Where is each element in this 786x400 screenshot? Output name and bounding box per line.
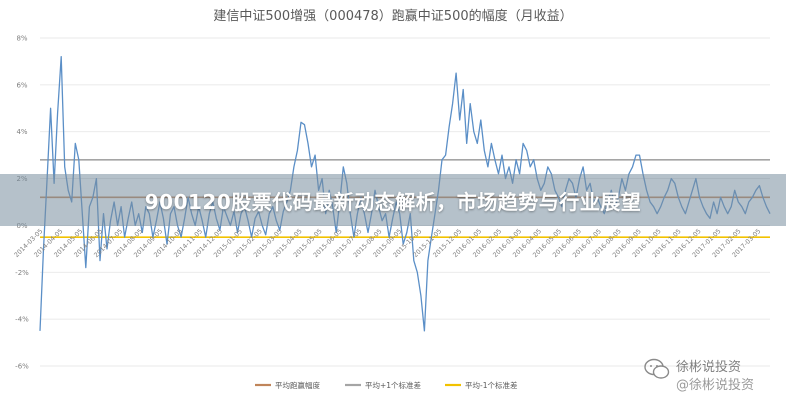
y-tick-label: -4% xyxy=(15,316,29,324)
y-tick-label: 4% xyxy=(16,128,27,136)
y-tick-label: -6% xyxy=(15,363,29,371)
watermark: 徐彬说投资 @徐彬说投资 xyxy=(640,356,780,396)
legend-label-3: 平均-1个标准差 xyxy=(465,380,518,390)
legend-label-2: 平均+1个标准差 xyxy=(365,380,422,390)
watermark-name: 徐彬说投资 xyxy=(676,360,742,375)
y-tick-label: -2% xyxy=(15,269,29,277)
chart-title: 建信中证500增强（000478）跑赢中证500的幅度（月收益） xyxy=(213,8,572,24)
legend-label-1: 平均跑赢幅度 xyxy=(275,380,320,390)
watermark-handle: @徐彬说投资 xyxy=(676,378,755,393)
wechat-icon xyxy=(644,358,670,379)
legend: 平均跑赢幅度 平均+1个标准差 平均-1个标准差 xyxy=(255,380,518,390)
headline-text: 900120股票代码最新动态解析，市场趋势与行业展望 xyxy=(144,189,642,214)
y-tick-label: 8% xyxy=(16,35,27,43)
headline-banner: 900120股票代码最新动态解析，市场趋势与行业展望 xyxy=(0,174,786,226)
y-tick-label: 6% xyxy=(16,81,27,89)
